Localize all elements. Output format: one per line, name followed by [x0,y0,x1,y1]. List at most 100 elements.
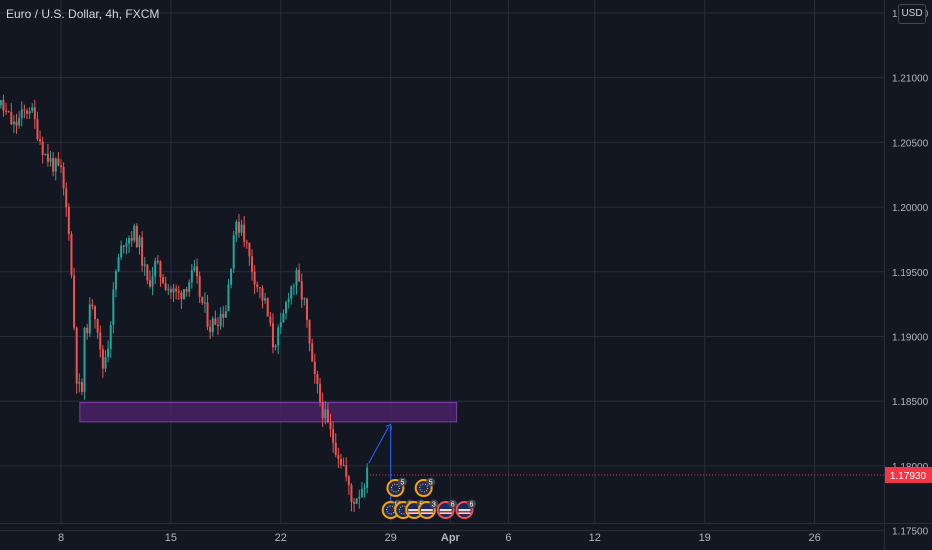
candle-body [188,282,191,292]
candle [339,454,342,469]
event-count-badge [426,477,436,487]
candle [23,104,26,119]
event-count-badge [429,499,439,509]
candle-body [203,302,206,304]
candle-body [266,298,269,317]
candle-body [10,112,13,125]
candle-body [49,158,52,162]
us-flag-stripe-red [458,511,471,513]
candle [337,447,340,468]
economic-event-icon[interactable]: 6 [436,499,458,519]
candle-body [298,269,301,282]
candle-body [138,237,141,248]
event-count-label: 3 [432,502,436,509]
candle-body [41,141,44,155]
candle [308,319,311,352]
candle-body [321,401,324,419]
candle-body [162,277,165,284]
candle [162,273,165,284]
candle [10,103,13,126]
candle [353,498,356,512]
candle [94,305,97,329]
candle-body [7,111,10,113]
candle-body [88,304,91,334]
candle-body [70,234,73,276]
candle [334,433,337,458]
candle-body [300,281,303,300]
candle-body [5,110,8,112]
economic-event-icon[interactable]: 6 [455,499,476,519]
us-flag-stripe-red [408,511,421,513]
x-tick-label: 12 [589,532,601,544]
candle-body [201,296,204,303]
candle-body [39,139,42,142]
event-count-badge [448,499,458,509]
candle-body [248,242,251,257]
x-tick-label: 22 [275,532,287,544]
last-price-box [885,466,932,483]
candle [342,457,345,467]
candle [201,296,204,305]
demand-zone-layer [79,401,458,423]
y-tick-label: 1.17500 [892,527,929,538]
candle-body [25,110,28,114]
candle [258,287,261,299]
candle-body [133,225,136,241]
candle-body [0,100,2,106]
candle [28,107,31,119]
event-count-label: 6 [470,502,474,509]
candle [177,285,180,300]
candle [271,313,274,354]
candle [230,268,233,289]
candle [214,310,217,326]
candle [251,249,254,281]
currency-badge[interactable]: USD [898,4,926,24]
candle-body [112,289,115,325]
candle [25,108,28,119]
candle [235,219,238,243]
candle-body [175,288,178,292]
last-price-tag: 1.17930 [367,466,932,483]
candle [75,326,78,394]
candle [313,353,316,384]
candle-body [240,224,243,233]
candle [237,214,240,238]
candle [18,111,21,129]
candle-body [256,284,259,288]
candle [86,323,89,340]
candle [243,216,246,248]
candle-body [62,167,65,189]
candle [112,282,115,334]
candle-body [334,442,337,456]
y-tick-label: 1.21000 [892,74,929,85]
candle [148,270,151,289]
candle [41,136,44,164]
candle-body [326,409,329,423]
symbol-title[interactable]: Euro / U.S. Dollar, 4h, FXCM [6,7,160,21]
candle [78,373,81,393]
candle-body [46,153,49,162]
candle-body [235,221,238,236]
candle [311,338,314,362]
candle-body [303,298,306,300]
economic-events-layer[interactable]: 105555366 [381,477,476,519]
candle [154,257,157,284]
economic-event-icon[interactable]: 3 [417,499,439,519]
candle-body [164,283,167,290]
candle-body [198,276,201,297]
candle-body [251,256,254,272]
candle-body [151,276,154,287]
economic-event-icon[interactable]: 5 [386,477,407,497]
candle [39,130,42,146]
event-count-badge [466,499,476,509]
candle [190,264,193,289]
economic-event-icon[interactable]: 5 [414,477,436,497]
candle [120,240,123,261]
candle-body [23,109,26,111]
candle [287,292,290,309]
candle [274,344,277,351]
candle [107,340,110,363]
candle-body [120,245,123,258]
